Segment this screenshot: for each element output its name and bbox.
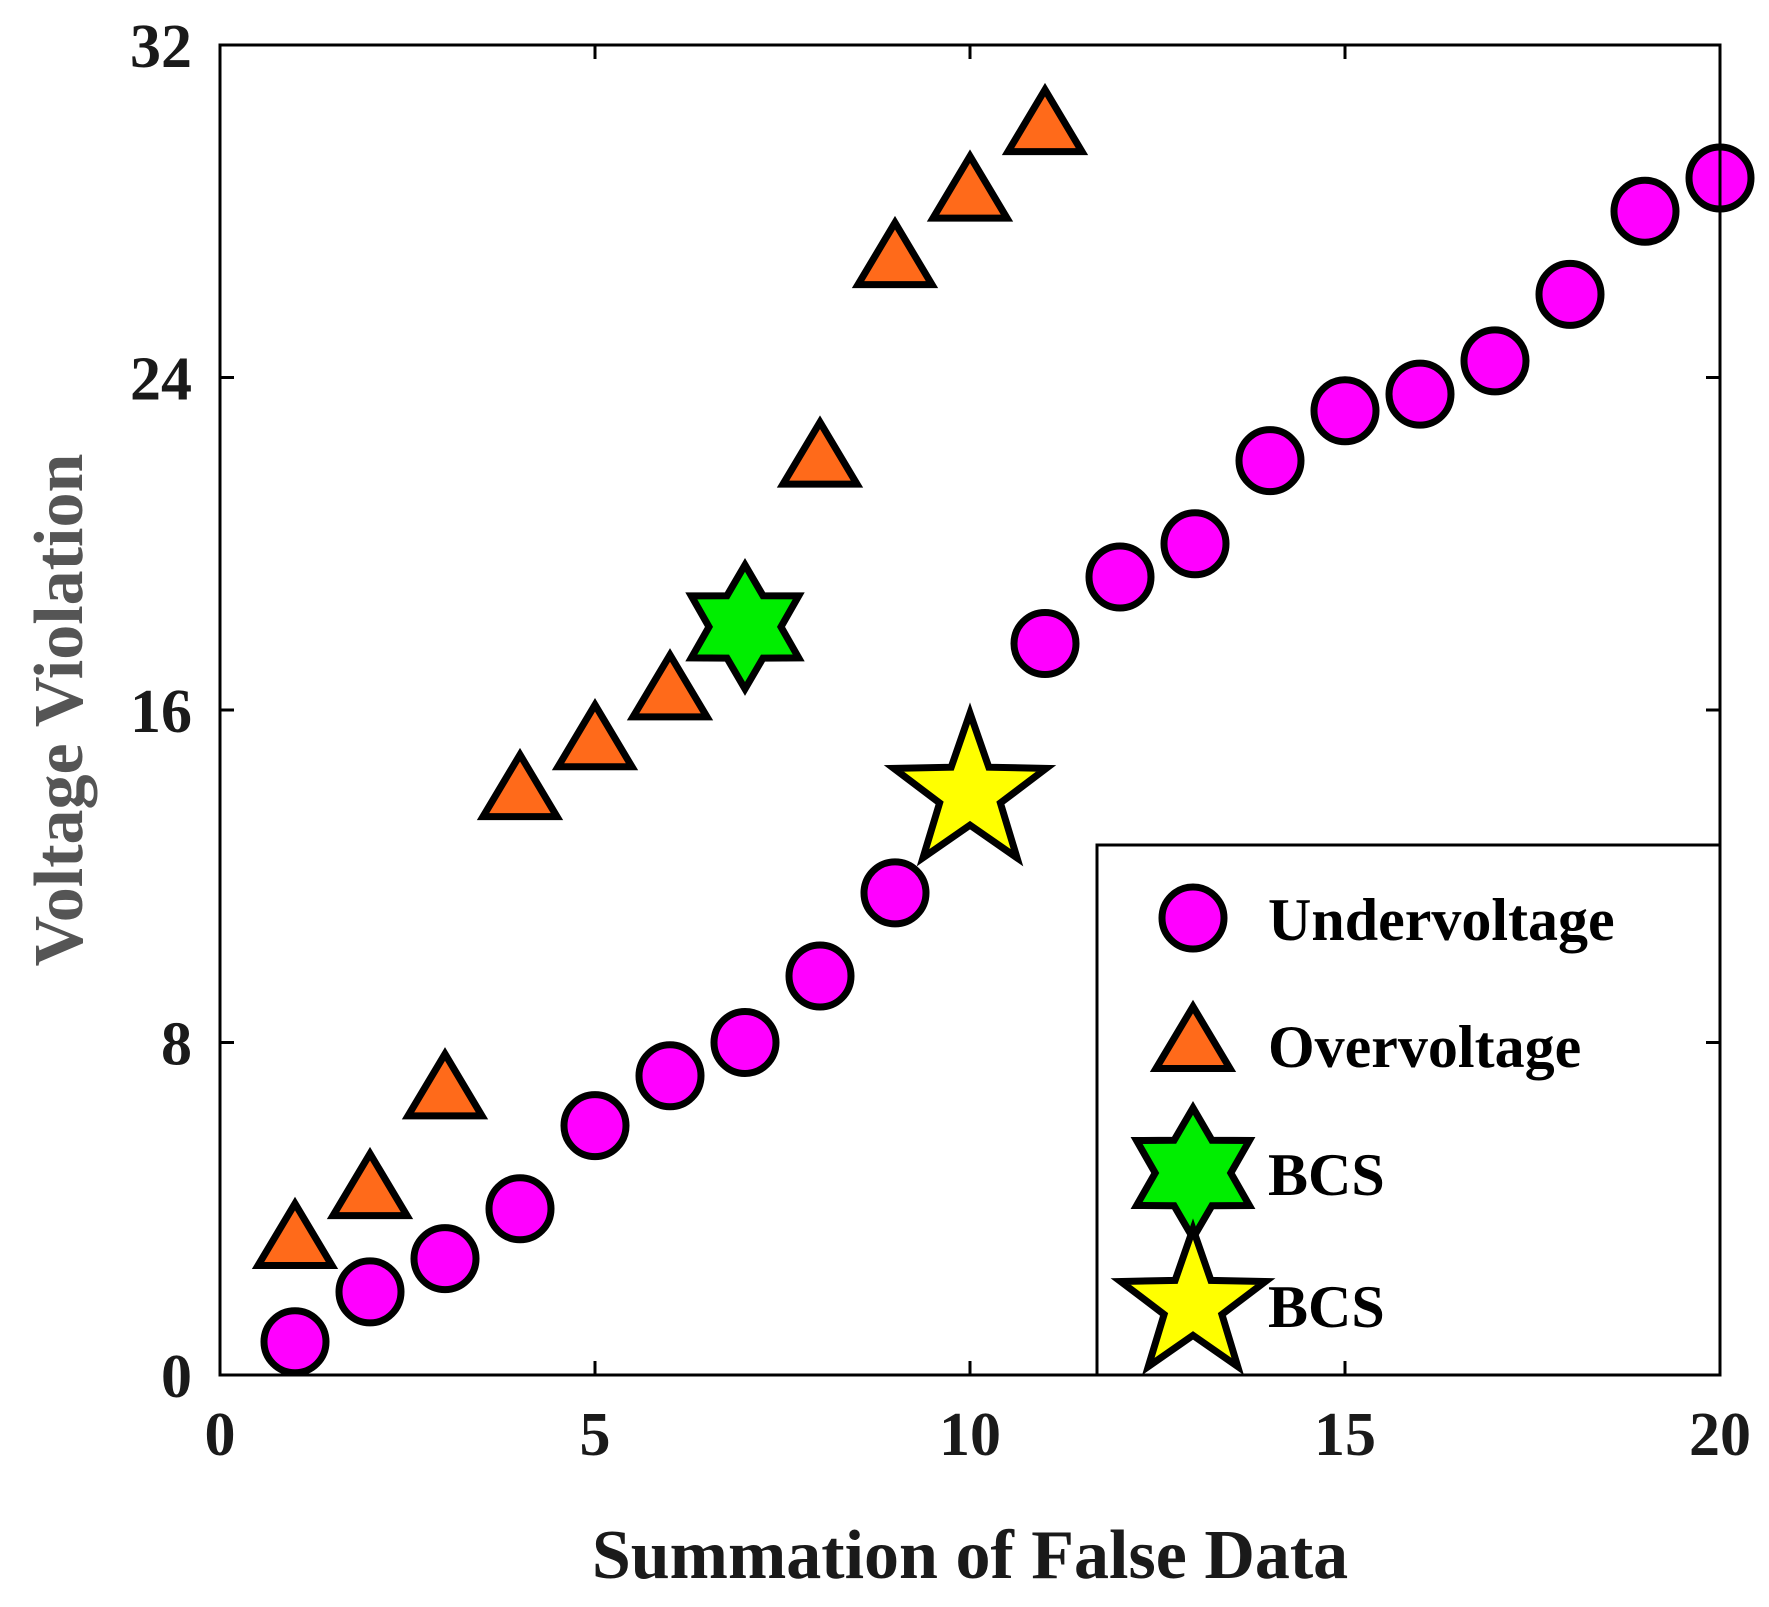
triangle-point — [776, 415, 864, 488]
triangle-point — [251, 1196, 339, 1270]
x-tick-label: 20 — [1689, 1401, 1751, 1469]
x-tick-label: 5 — [580, 1401, 611, 1469]
series-hexagram — [685, 557, 805, 696]
circle-point — [710, 1008, 780, 1077]
circle-point — [1235, 426, 1305, 496]
series-circle — [260, 143, 1755, 1377]
marks-layer — [251, 82, 1755, 1377]
triangle-point — [1001, 82, 1089, 156]
x-axis-title: Summation of False Data — [592, 1517, 1348, 1594]
y-tick-label: 8 — [161, 1011, 192, 1079]
star-point — [883, 702, 1057, 867]
circle-point — [260, 1307, 330, 1377]
legend-label: Undervoltage — [1268, 887, 1615, 953]
legend-circle-icon — [1158, 883, 1228, 953]
triangle-point — [626, 648, 714, 721]
triangle-point — [326, 1146, 414, 1220]
circle-point — [635, 1041, 705, 1111]
circle-point — [1010, 609, 1080, 678]
legend-star-icon — [1110, 1218, 1276, 1376]
legend-label: Overvoltage — [1268, 1014, 1581, 1080]
axes: 0 5 10 15 20 0 8 16 24 32 Summation of False Data V… — [21, 13, 1751, 1594]
y-tick-label: 32 — [130, 13, 192, 81]
circle-point — [1310, 376, 1380, 446]
y-tick-label: 0 — [161, 1343, 192, 1411]
triangle-point — [926, 149, 1014, 222]
circle-point — [335, 1257, 405, 1327]
hexagram-point — [685, 557, 805, 696]
legend-label: BCS — [1268, 1142, 1385, 1208]
x-tick-label: 15 — [1314, 1401, 1376, 1469]
circle-point — [1535, 259, 1605, 329]
circle-point — [860, 858, 930, 928]
triangle-point — [851, 215, 939, 289]
x-tick-label: 0 — [205, 1401, 236, 1469]
y-axis-title: Voltage Violation — [21, 454, 98, 967]
circle-point — [1385, 359, 1455, 429]
series-star — [883, 702, 1057, 867]
legend-triangle-icon — [1149, 999, 1237, 1073]
series-triangle — [251, 82, 1089, 1270]
triangle-point — [551, 697, 639, 771]
circle-point — [1460, 326, 1530, 396]
triangle-point — [401, 1047, 489, 1120]
x-tick-label: 10 — [939, 1401, 1001, 1469]
circle-point — [560, 1091, 630, 1161]
y-tick-label: 24 — [130, 346, 192, 414]
circle-point — [1610, 176, 1680, 246]
circle-point — [1085, 542, 1155, 612]
circle-point — [785, 941, 855, 1011]
circle-point — [1160, 509, 1230, 579]
circle-point — [410, 1224, 480, 1294]
legend: Undervoltage Overvoltage BCS BCS — [1095, 843, 1722, 1377]
triangle-point — [476, 747, 564, 821]
circle-point — [485, 1174, 555, 1244]
legend-label: BCS — [1268, 1274, 1385, 1340]
y-tick-label: 16 — [130, 678, 192, 746]
